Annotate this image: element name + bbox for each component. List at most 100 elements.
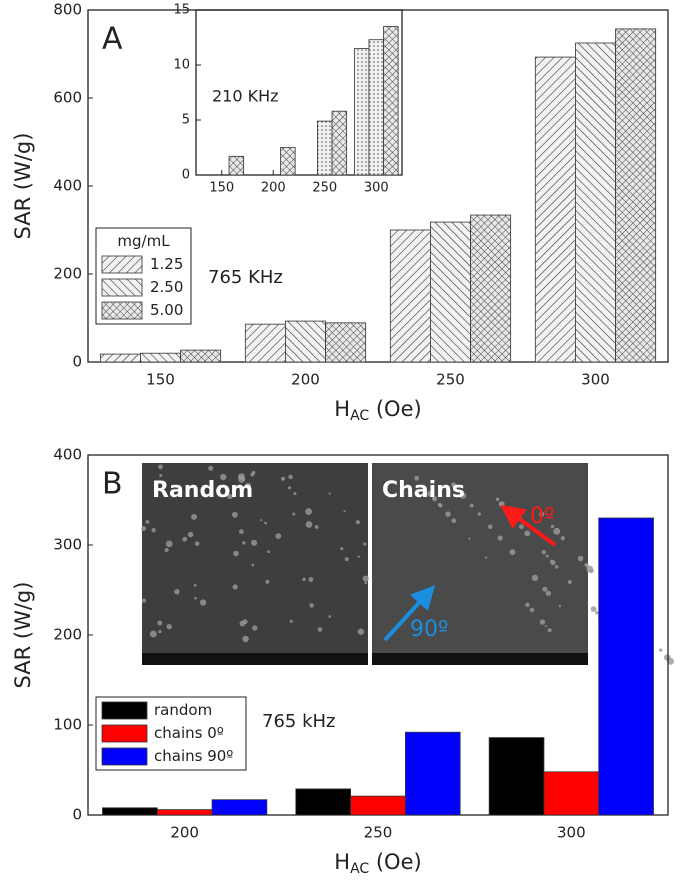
sem-particle — [267, 550, 271, 554]
sem-particle — [586, 565, 594, 573]
sem-particle — [495, 497, 500, 502]
legend-swatch — [101, 255, 143, 274]
y-tick-label: 600 — [53, 89, 82, 107]
sem-particle — [477, 512, 481, 516]
sem-particle — [171, 491, 174, 494]
sem-particle — [545, 590, 552, 596]
y-tick-label: 200 — [53, 265, 82, 283]
sem-particle — [500, 502, 504, 506]
bar — [598, 517, 654, 816]
legend-swatch — [101, 724, 148, 743]
sem-particle — [233, 550, 239, 557]
y-tick-label: 0 — [182, 168, 190, 183]
image-label: Random — [152, 478, 253, 503]
annotation: 210 KHz — [212, 87, 279, 106]
bar — [99, 353, 141, 363]
sem-particle — [545, 554, 549, 558]
y-tick-label: 0 — [72, 353, 82, 371]
sem-particle — [141, 598, 147, 603]
bar — [534, 56, 576, 363]
sem-particle — [658, 648, 663, 652]
x-axis-label: HAC (Oe) — [334, 850, 421, 877]
sem-particle — [328, 615, 332, 618]
sem-particle — [288, 474, 293, 480]
sem-particle — [194, 596, 197, 600]
x-axis-label-main: H — [334, 397, 350, 421]
bar — [575, 42, 616, 363]
bar — [430, 221, 471, 363]
arrow-0 — [500, 504, 557, 547]
bar — [280, 147, 296, 176]
bar — [180, 349, 222, 363]
sem-particle — [293, 492, 297, 496]
sem-particle — [182, 536, 188, 542]
x-tick-label: 200 — [291, 371, 320, 389]
bar — [140, 352, 181, 363]
sem-particle — [344, 557, 349, 562]
bar — [488, 737, 545, 816]
sem-particle — [308, 577, 314, 582]
sem-particle — [544, 624, 547, 628]
sem-particle — [193, 583, 197, 587]
bar — [389, 229, 431, 363]
sem-particle — [164, 547, 169, 553]
sem-particle — [539, 619, 546, 625]
sem-particle — [250, 539, 258, 546]
sem-particle — [314, 525, 319, 529]
sem-particle — [265, 579, 270, 584]
sem-particle — [238, 473, 245, 481]
x-tick-label: 250 — [436, 371, 465, 389]
sem-particle — [287, 486, 292, 490]
sem-particle — [550, 524, 555, 529]
bar — [383, 26, 399, 176]
sem-particle — [231, 511, 238, 518]
sem-particle — [503, 506, 509, 512]
x-axis-label: HAC (Oe) — [334, 397, 421, 424]
bar — [470, 214, 512, 363]
arrow-90 — [383, 585, 436, 642]
sem-particle — [525, 602, 530, 608]
sem-particle — [174, 588, 180, 595]
legend-swatch — [101, 301, 143, 320]
sem-particle — [239, 620, 246, 627]
legend-label: 2.50 — [150, 278, 183, 296]
sem-particle — [250, 472, 255, 477]
image-label: Chains — [382, 478, 465, 503]
sem-particle — [151, 527, 156, 533]
sem-particle — [664, 654, 671, 661]
x-axis-label-unit: (Oe) — [369, 850, 422, 874]
legend-label: chains 0º — [154, 724, 224, 742]
panel-letter: B — [102, 467, 123, 502]
sem-particle — [343, 510, 346, 513]
sem-particle — [158, 464, 163, 470]
y-tick-label: 300 — [53, 536, 82, 554]
y-axis-label: SAR (W/g) — [11, 582, 35, 689]
sem-particle — [289, 619, 293, 623]
sem-particle — [558, 605, 561, 608]
sem-particle — [459, 492, 467, 499]
sem-particle — [242, 541, 246, 545]
bar — [285, 320, 326, 363]
bar — [228, 155, 245, 176]
sem-particle — [355, 520, 360, 525]
bar — [156, 809, 213, 816]
bar — [325, 322, 367, 363]
annotation: 765 kHz — [262, 711, 336, 732]
sem-particle — [484, 556, 488, 559]
legend-label: random — [154, 701, 212, 719]
legend-label: 1.25 — [150, 255, 183, 273]
sem-particle — [357, 628, 365, 635]
sem-particle — [550, 559, 554, 563]
sem-particle — [362, 575, 369, 582]
sem-particle — [590, 606, 597, 613]
bar — [244, 323, 286, 363]
sem-particle — [245, 482, 251, 489]
sem-particle — [585, 564, 588, 567]
sem-particle — [275, 533, 282, 540]
y-tick-label: 400 — [53, 446, 82, 464]
sem-particle — [145, 520, 150, 524]
sem-particle — [292, 512, 296, 516]
sem-particle — [227, 493, 233, 500]
sem-particle — [529, 607, 535, 613]
